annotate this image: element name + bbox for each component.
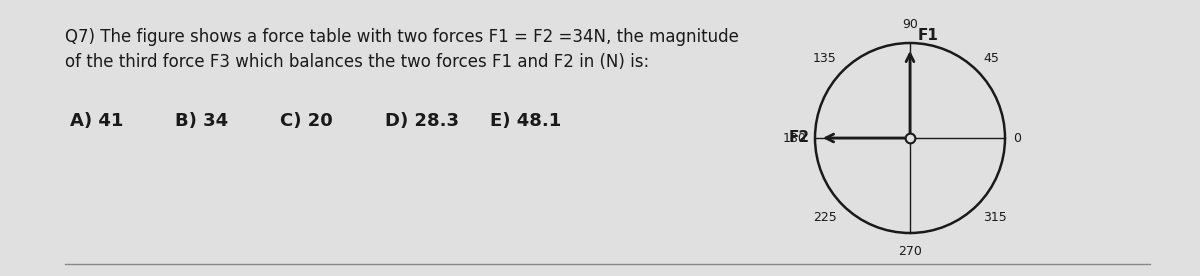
Text: 45: 45 — [983, 52, 1000, 65]
Text: F1: F1 — [918, 28, 938, 43]
Text: 0: 0 — [1013, 131, 1021, 145]
Text: 90: 90 — [902, 18, 918, 31]
Text: D) 28.3: D) 28.3 — [385, 112, 458, 130]
Text: 225: 225 — [814, 211, 836, 224]
Text: of the third force F3 which balances the two forces F1 and F2 in (N) is:: of the third force F3 which balances the… — [65, 53, 649, 71]
Text: Q7) The figure shows a force table with two forces F1 = F2 =34N, the magnitude: Q7) The figure shows a force table with … — [65, 28, 739, 46]
Text: F2: F2 — [788, 131, 810, 145]
Text: 270: 270 — [898, 245, 922, 258]
Text: B) 34: B) 34 — [175, 112, 228, 130]
Text: A) 41: A) 41 — [70, 112, 124, 130]
Text: C) 20: C) 20 — [280, 112, 332, 130]
Text: 315: 315 — [983, 211, 1007, 224]
Text: E) 48.1: E) 48.1 — [490, 112, 562, 130]
Text: 135: 135 — [814, 52, 836, 65]
Text: 180: 180 — [784, 131, 808, 145]
